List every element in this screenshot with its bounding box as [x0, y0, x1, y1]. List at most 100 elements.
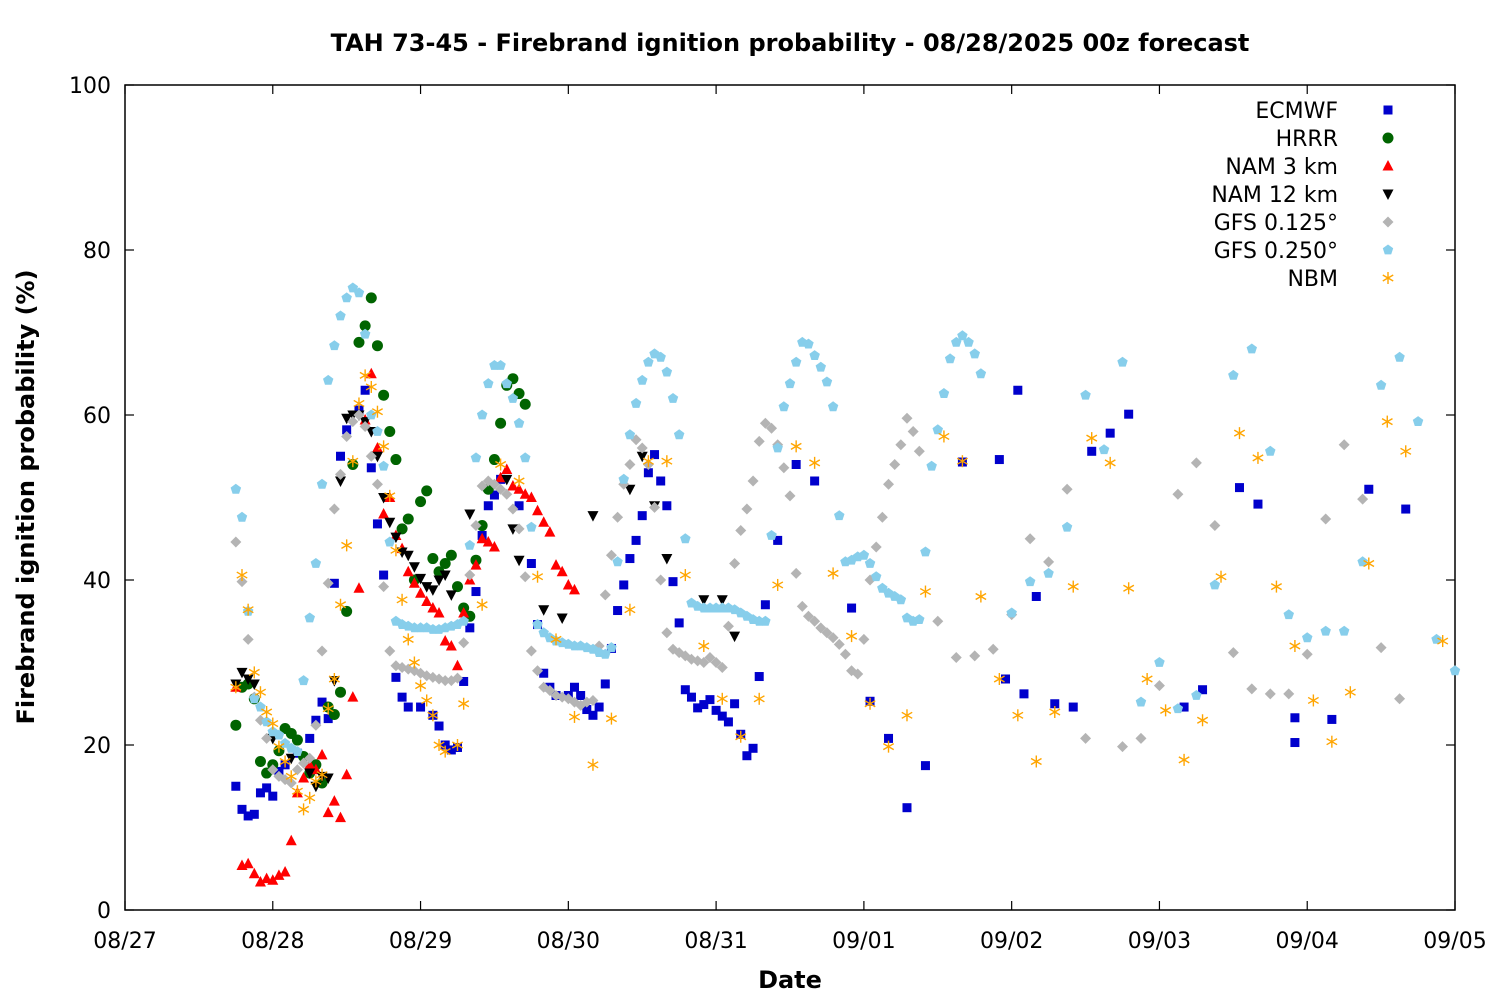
asterisk-stroke [1363, 559, 1375, 568]
data-point [568, 583, 580, 595]
data-point [279, 866, 291, 877]
data-point [802, 610, 814, 622]
x-tick-label: 09/04 [1276, 929, 1339, 954]
data-point [495, 417, 507, 429]
data-points [230, 282, 1461, 887]
data-point [378, 460, 389, 471]
data-point [1024, 576, 1036, 587]
data-point [1191, 690, 1202, 700]
data-point [236, 667, 248, 679]
data-point [1068, 702, 1078, 712]
data-point [1080, 389, 1091, 400]
data-point [766, 422, 778, 434]
data-point [384, 536, 395, 547]
data-point [366, 463, 376, 473]
data-point [1437, 635, 1449, 648]
data-point [242, 603, 254, 616]
data-point [778, 462, 790, 474]
data-point [322, 702, 334, 715]
asterisk-stroke [1400, 447, 1412, 455]
asterisk-stroke [421, 696, 433, 705]
data-point [501, 488, 513, 500]
data-point [605, 549, 617, 561]
asterisk-stroke [1233, 429, 1246, 437]
asterisk-stroke [371, 408, 384, 416]
data-point [662, 501, 672, 511]
data-point [1160, 704, 1172, 717]
data-point [1400, 445, 1412, 458]
data-point [790, 567, 802, 579]
data-point [994, 455, 1004, 465]
data-point [513, 483, 525, 494]
data-point [1289, 640, 1301, 652]
data-point [495, 483, 507, 495]
data-point [230, 719, 242, 731]
data-point [421, 694, 433, 707]
data-point [1190, 457, 1202, 469]
data-point [790, 356, 802, 367]
legend-marker [1382, 160, 1394, 171]
data-point [821, 627, 833, 639]
asterisk-stroke [1326, 738, 1338, 746]
data-point [378, 493, 390, 504]
data-point [353, 336, 365, 348]
data-point [384, 489, 396, 502]
data-point [513, 417, 525, 428]
legend-label: NAM 12 km [1211, 183, 1338, 208]
asterisk-stroke [365, 383, 377, 391]
data-point [304, 768, 316, 780]
asterisk-stroke [1196, 716, 1209, 724]
data-point [1012, 709, 1024, 722]
data-point [273, 729, 285, 740]
data-point [495, 360, 506, 370]
data-point [1153, 680, 1165, 692]
data-point [316, 768, 328, 781]
asterisk-stroke [427, 711, 439, 719]
asterisk-stroke [495, 460, 507, 469]
data-point [371, 340, 383, 352]
data-point [445, 640, 457, 651]
data-point [384, 517, 396, 529]
data-point [747, 475, 759, 487]
data-point [870, 541, 882, 553]
data-point [1270, 580, 1283, 593]
data-point [248, 666, 260, 679]
legend-marker [1382, 272, 1394, 284]
data-point [335, 686, 347, 698]
data-point [1043, 567, 1054, 578]
data-point [809, 456, 821, 469]
asterisk-stroke [642, 457, 654, 465]
asterisk-stroke [587, 761, 599, 769]
data-point [279, 755, 291, 768]
data-point [1375, 642, 1387, 654]
data-point [471, 587, 481, 597]
data-point [335, 468, 347, 480]
data-point [1087, 446, 1097, 456]
data-point [1338, 625, 1350, 636]
data-point [445, 549, 457, 561]
data-point [236, 511, 248, 522]
data-point [236, 569, 248, 582]
data-point [402, 565, 414, 577]
data-point [297, 803, 310, 816]
data-point [267, 764, 279, 776]
asterisk-stroke [273, 743, 285, 751]
data-point [261, 872, 273, 884]
data-point [975, 368, 987, 379]
data-point [483, 501, 493, 511]
data-point [637, 511, 647, 521]
asterisk-stroke [901, 711, 913, 719]
data-point [242, 633, 254, 645]
data-point [722, 620, 734, 632]
data-point [336, 451, 346, 461]
data-point [538, 605, 550, 616]
data-point [267, 874, 279, 885]
data-point [716, 595, 728, 606]
data-point [920, 761, 930, 771]
data-point [1394, 351, 1405, 362]
data-point [267, 717, 279, 730]
data-point [550, 633, 562, 646]
data-point [268, 791, 278, 801]
data-point [975, 590, 987, 603]
data-point [784, 490, 796, 502]
